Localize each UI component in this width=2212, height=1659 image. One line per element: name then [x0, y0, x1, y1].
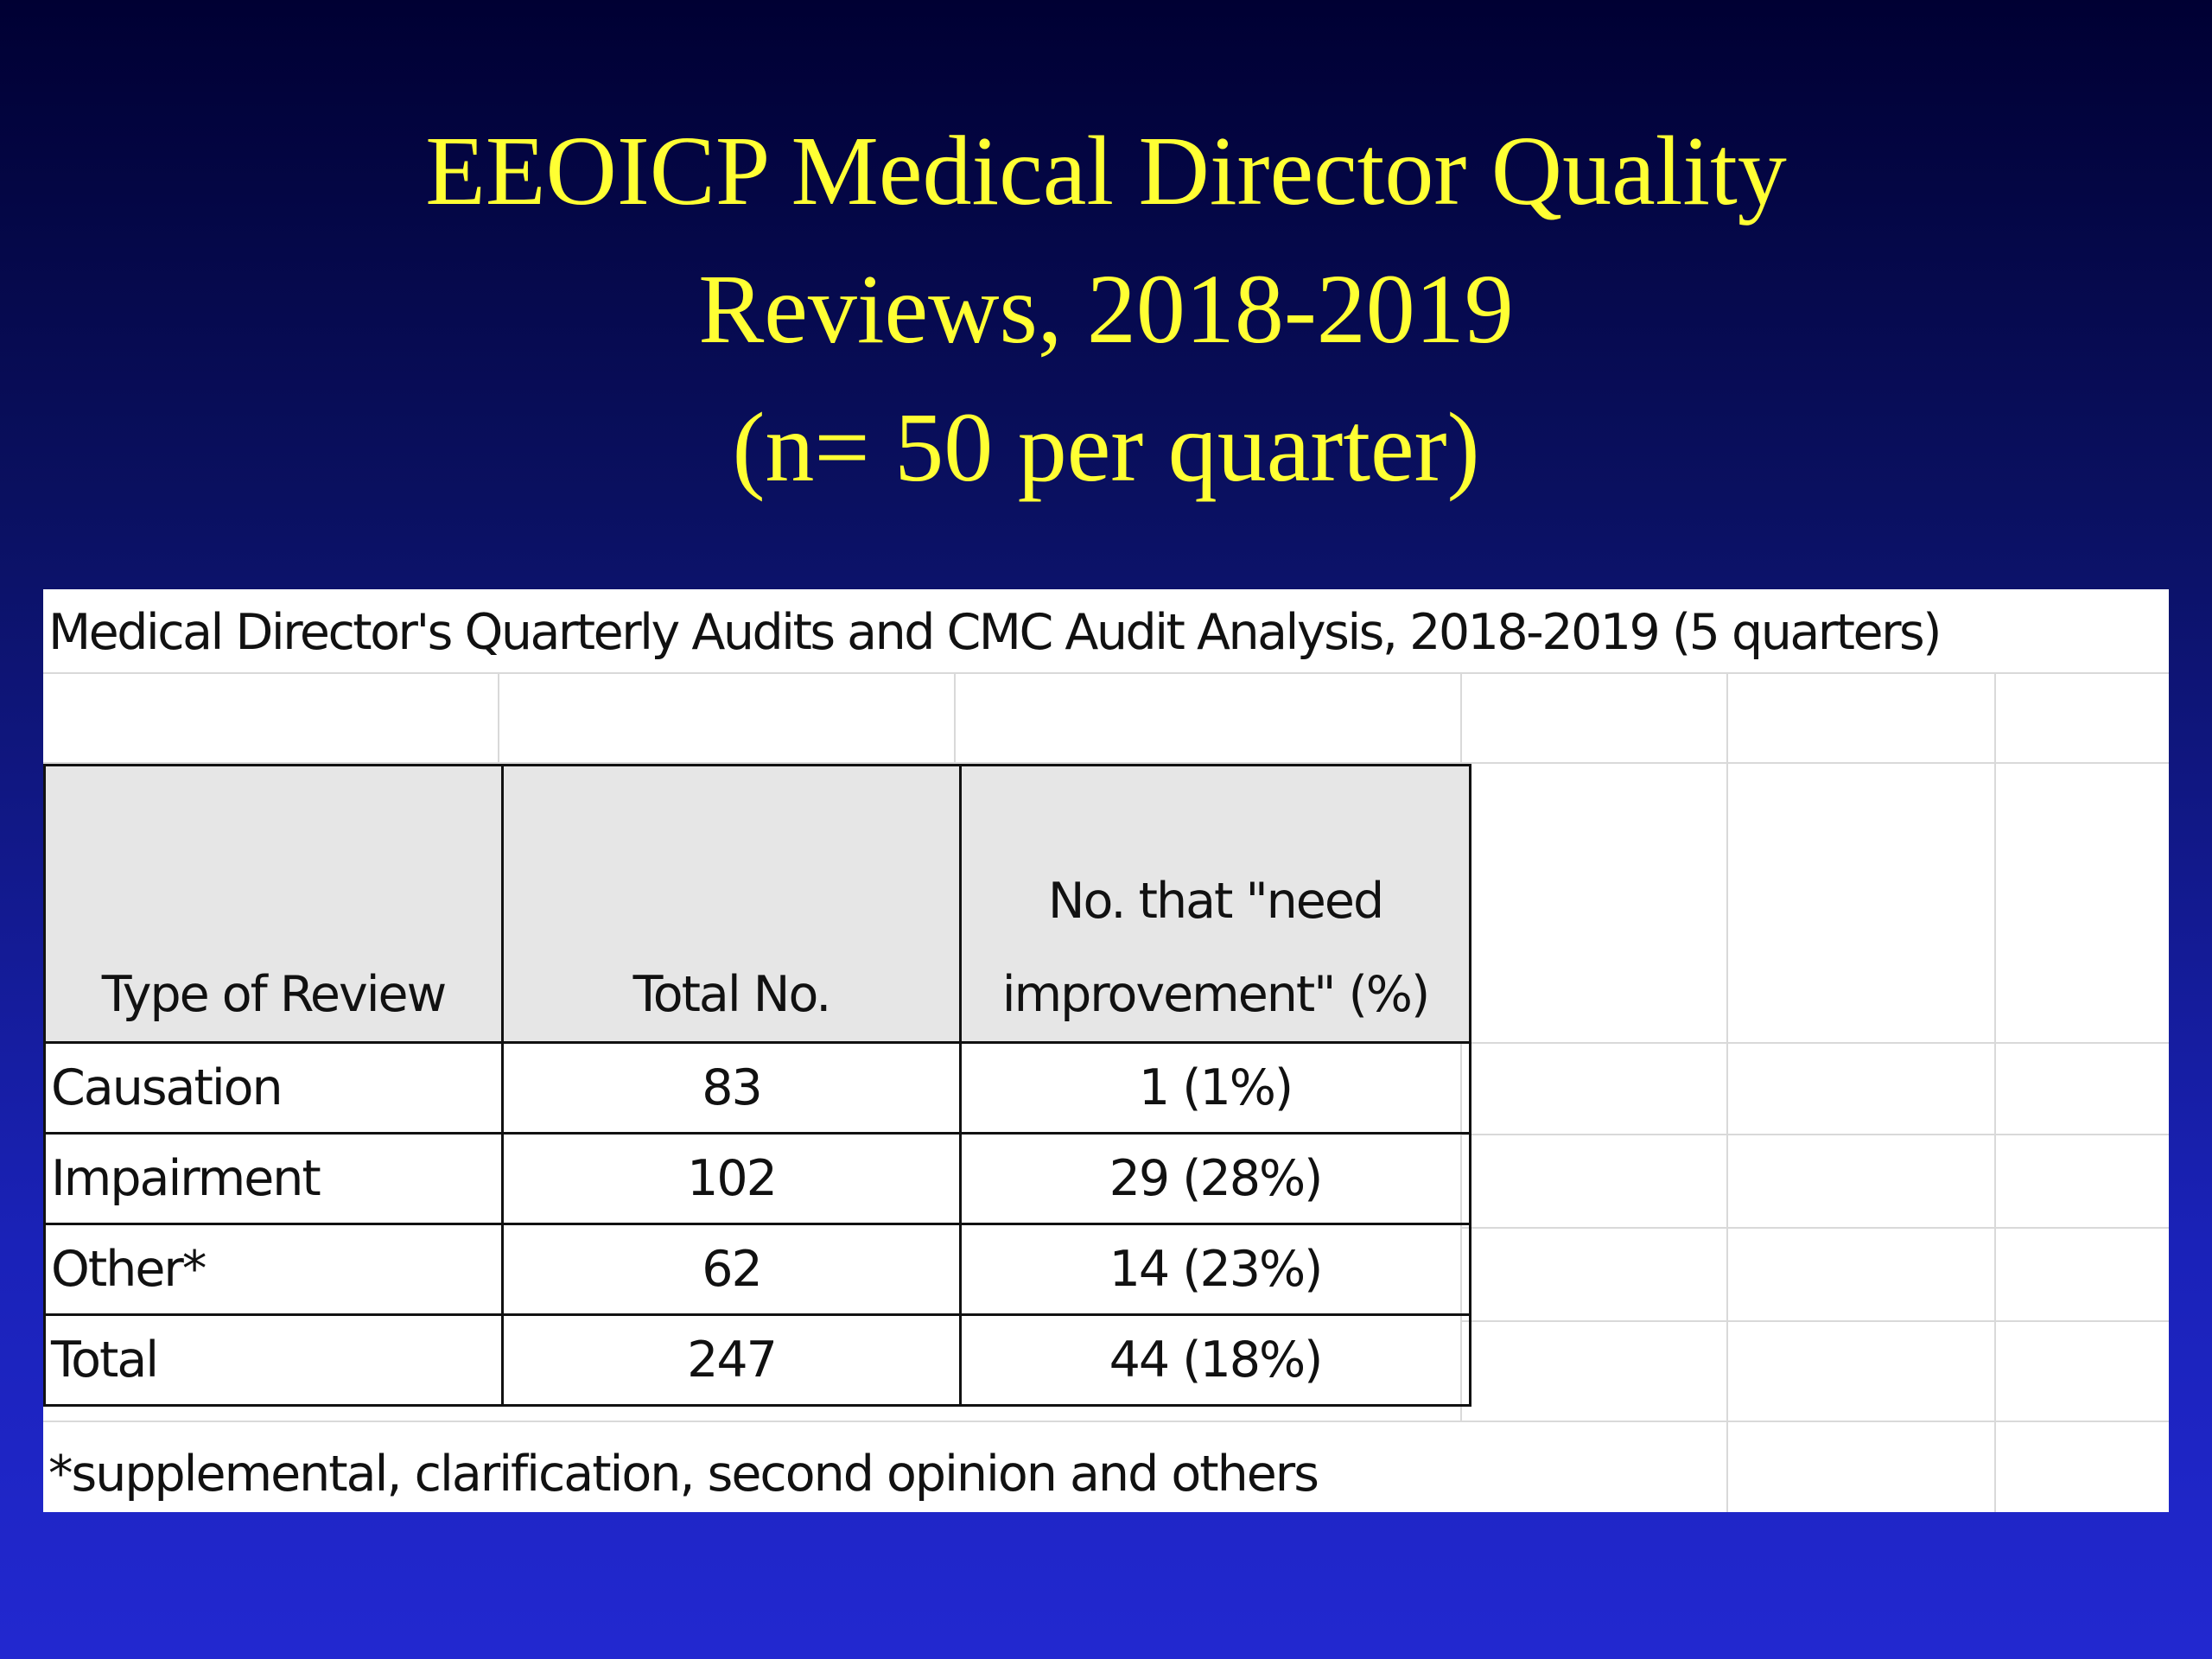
table-row: Causation 83 1 (1%) [43, 1041, 1471, 1135]
audit-table: Type of Review Total No. No. that "need … [43, 764, 1471, 1407]
header-total-no: Total No. [501, 764, 962, 1044]
cell-total: 247 [501, 1313, 962, 1407]
sheet-title: Medical Director's Quarterly Audits and … [48, 604, 1942, 661]
header-need-line-1: No. that "need [1047, 873, 1384, 930]
header-need-line-2: improvement" (%) [1001, 966, 1430, 1023]
cell-type: Other* [43, 1223, 504, 1316]
cell-need: 29 (28%) [959, 1132, 1471, 1225]
header-type-of-review: Type of Review [43, 764, 504, 1044]
gridline [43, 672, 2169, 674]
cell-need: 14 (23%) [959, 1223, 1471, 1316]
gridline [1460, 1320, 2169, 1322]
gridline [1460, 1042, 2169, 1044]
footnote: *supplemental, clarification, second opi… [48, 1446, 1319, 1503]
cell-total: 83 [501, 1041, 962, 1135]
gridline [1460, 1134, 2169, 1135]
cell-total: 102 [501, 1132, 962, 1225]
slide-title-line-2: Reviews, 2018-2019 [698, 254, 1514, 364]
table-header-row: Type of Review Total No. No. that "need … [43, 764, 1471, 1044]
slide-title: EEOICP Medical Director Quality Reviews,… [0, 102, 2212, 517]
table-row: Impairment 102 29 (28%) [43, 1132, 1471, 1225]
gridline [1994, 672, 1996, 1512]
gridline [43, 762, 2169, 764]
gridline [498, 672, 499, 764]
table-row: Other* 62 14 (23%) [43, 1223, 1471, 1316]
cell-total: 62 [501, 1223, 962, 1316]
header-need-improvement: No. that "need improvement" (%) [959, 764, 1471, 1044]
slide-title-line-3: (n= 50 per quarter) [732, 392, 1480, 502]
gridline [954, 672, 956, 764]
table-row: Total 247 44 (18%) [43, 1313, 1471, 1407]
slide-title-line-1: EEOICP Medical Director Quality [425, 116, 1787, 226]
cell-need: 44 (18%) [959, 1313, 1471, 1407]
cell-type: Causation [43, 1041, 504, 1135]
cell-need: 1 (1%) [959, 1041, 1471, 1135]
gridline [43, 1421, 2169, 1422]
cell-type: Impairment [43, 1132, 504, 1225]
spreadsheet-image: Medical Director's Quarterly Audits and … [43, 589, 2169, 1512]
cell-type: Total [43, 1313, 504, 1407]
gridline [1726, 672, 1728, 1512]
gridline [1460, 1227, 2169, 1229]
